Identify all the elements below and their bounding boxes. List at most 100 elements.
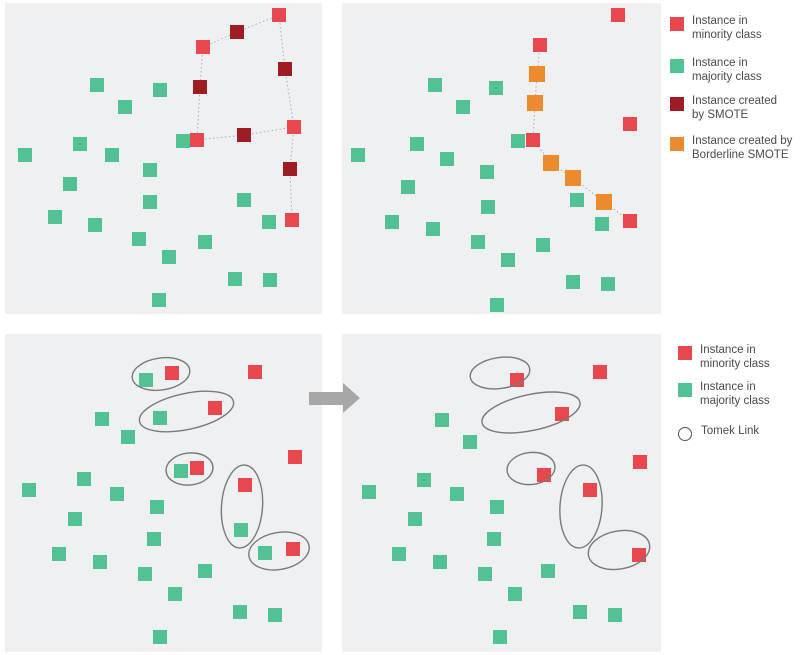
- majority-square: [489, 81, 503, 95]
- majority-square: [153, 411, 167, 425]
- majority-square: [143, 163, 157, 177]
- minority-square: [272, 8, 286, 22]
- legend-item-smote: Instance created by SMOTE: [670, 95, 777, 122]
- legend-item-borderline-smote: Instance created by Borderline SMOTE: [670, 135, 792, 162]
- majority-square: [52, 547, 66, 561]
- majority-square: [263, 273, 277, 287]
- tomek-links-after-panel: [342, 334, 661, 652]
- minority-swatch-icon: [678, 346, 692, 360]
- majority-square: [152, 293, 166, 307]
- majority-square: [385, 215, 399, 229]
- interpolation-link-line: [278, 14, 286, 70]
- majority-square: [595, 217, 609, 231]
- borderline-square: [529, 66, 545, 82]
- majority-square: [132, 232, 146, 246]
- majority-square: [258, 546, 272, 560]
- borderline-square: [565, 170, 581, 186]
- minority-square: [623, 117, 637, 131]
- majority-square: [573, 605, 587, 619]
- tomek-link-ellipse: [587, 529, 651, 571]
- minority-square: [555, 407, 569, 421]
- tomek-link-circle-icon: [678, 427, 692, 441]
- smote-plot: [18, 8, 301, 307]
- arrow-shaft: [309, 392, 345, 405]
- smote-square: [237, 128, 251, 142]
- majority-square: [93, 555, 107, 569]
- minority-swatch-icon: [670, 17, 684, 31]
- legend-label: by SMOTE: [692, 108, 749, 121]
- majority-square: [410, 137, 424, 151]
- majority-square: [198, 564, 212, 578]
- minority-square: [537, 468, 551, 482]
- minority-square: [632, 548, 646, 562]
- majority-square: [168, 587, 182, 601]
- legend-label: Tomek Link: [701, 425, 760, 437]
- arrow-head: [343, 383, 360, 413]
- majority-square: [433, 555, 447, 569]
- legend-label: Borderline SMOTE: [692, 148, 789, 161]
- majority-square: [428, 78, 442, 92]
- interpolation-link-line: [196, 86, 201, 141]
- majority-square: [77, 472, 91, 486]
- minority-square: [286, 542, 300, 556]
- smote-square: [278, 62, 292, 76]
- smote-swatch-icon: [670, 97, 684, 111]
- majority-square: [440, 152, 454, 166]
- majority-square: [48, 210, 62, 224]
- majority-square: [228, 272, 242, 286]
- majority-square: [88, 218, 102, 232]
- tomek-link-ellipse: [506, 451, 556, 486]
- majority-square: [237, 193, 251, 207]
- tomek-link-ellipse: [131, 356, 191, 392]
- borderline-smote-panel: [342, 3, 661, 314]
- legend-label: Instance in: [700, 344, 756, 356]
- majority-square: [176, 134, 190, 148]
- majority-square: [22, 483, 36, 497]
- majority-square: [110, 487, 124, 501]
- transform-arrow-icon: [309, 383, 361, 414]
- minority-square: [285, 213, 299, 227]
- interpolation-link-line: [289, 168, 293, 221]
- minority-square: [288, 450, 302, 464]
- majority-square: [198, 235, 212, 249]
- minority-square: [190, 461, 204, 475]
- majority-square: [408, 512, 422, 526]
- majority-square: [601, 277, 615, 291]
- majority-square: [68, 512, 82, 526]
- majority-square: [63, 177, 77, 191]
- majority-square: [417, 473, 431, 487]
- majority-square: [138, 567, 152, 581]
- interpolation-link-line: [243, 126, 295, 136]
- minority-square: [533, 38, 547, 52]
- majority-square: [162, 250, 176, 264]
- legend-label: Instance in: [700, 381, 756, 393]
- smote-panel: [5, 3, 322, 314]
- majority-square: [511, 134, 525, 148]
- legend-label: minority class: [692, 28, 762, 41]
- tomek-link-ellipse: [481, 391, 581, 434]
- minority-square: [510, 373, 524, 387]
- borderline-square: [527, 95, 543, 111]
- majority-square: [456, 100, 470, 114]
- majority-square: [490, 298, 504, 312]
- tomek-link-ellipse: [138, 390, 235, 433]
- majority-square: [18, 148, 32, 162]
- majority-square: [153, 83, 167, 97]
- majority-swatch-icon: [678, 383, 692, 397]
- tomek-link-ellipse: [559, 464, 603, 549]
- majority-square: [150, 500, 164, 514]
- minority-square: [238, 478, 252, 492]
- majority-square: [480, 165, 494, 179]
- majority-square: [490, 500, 504, 514]
- legend-label: minority class: [700, 357, 770, 370]
- interpolation-link-line: [196, 134, 245, 141]
- interpolation-link-line: [284, 68, 295, 128]
- majority-square: [501, 253, 515, 267]
- borderline-square: [543, 155, 559, 171]
- tomek-links-before-panel: [5, 334, 322, 652]
- majority-square: [139, 373, 153, 387]
- minority-square: [190, 133, 204, 147]
- legend-label: Instance created: [692, 95, 778, 107]
- majority-square: [471, 235, 485, 249]
- legend-label: Instance created by: [692, 135, 793, 147]
